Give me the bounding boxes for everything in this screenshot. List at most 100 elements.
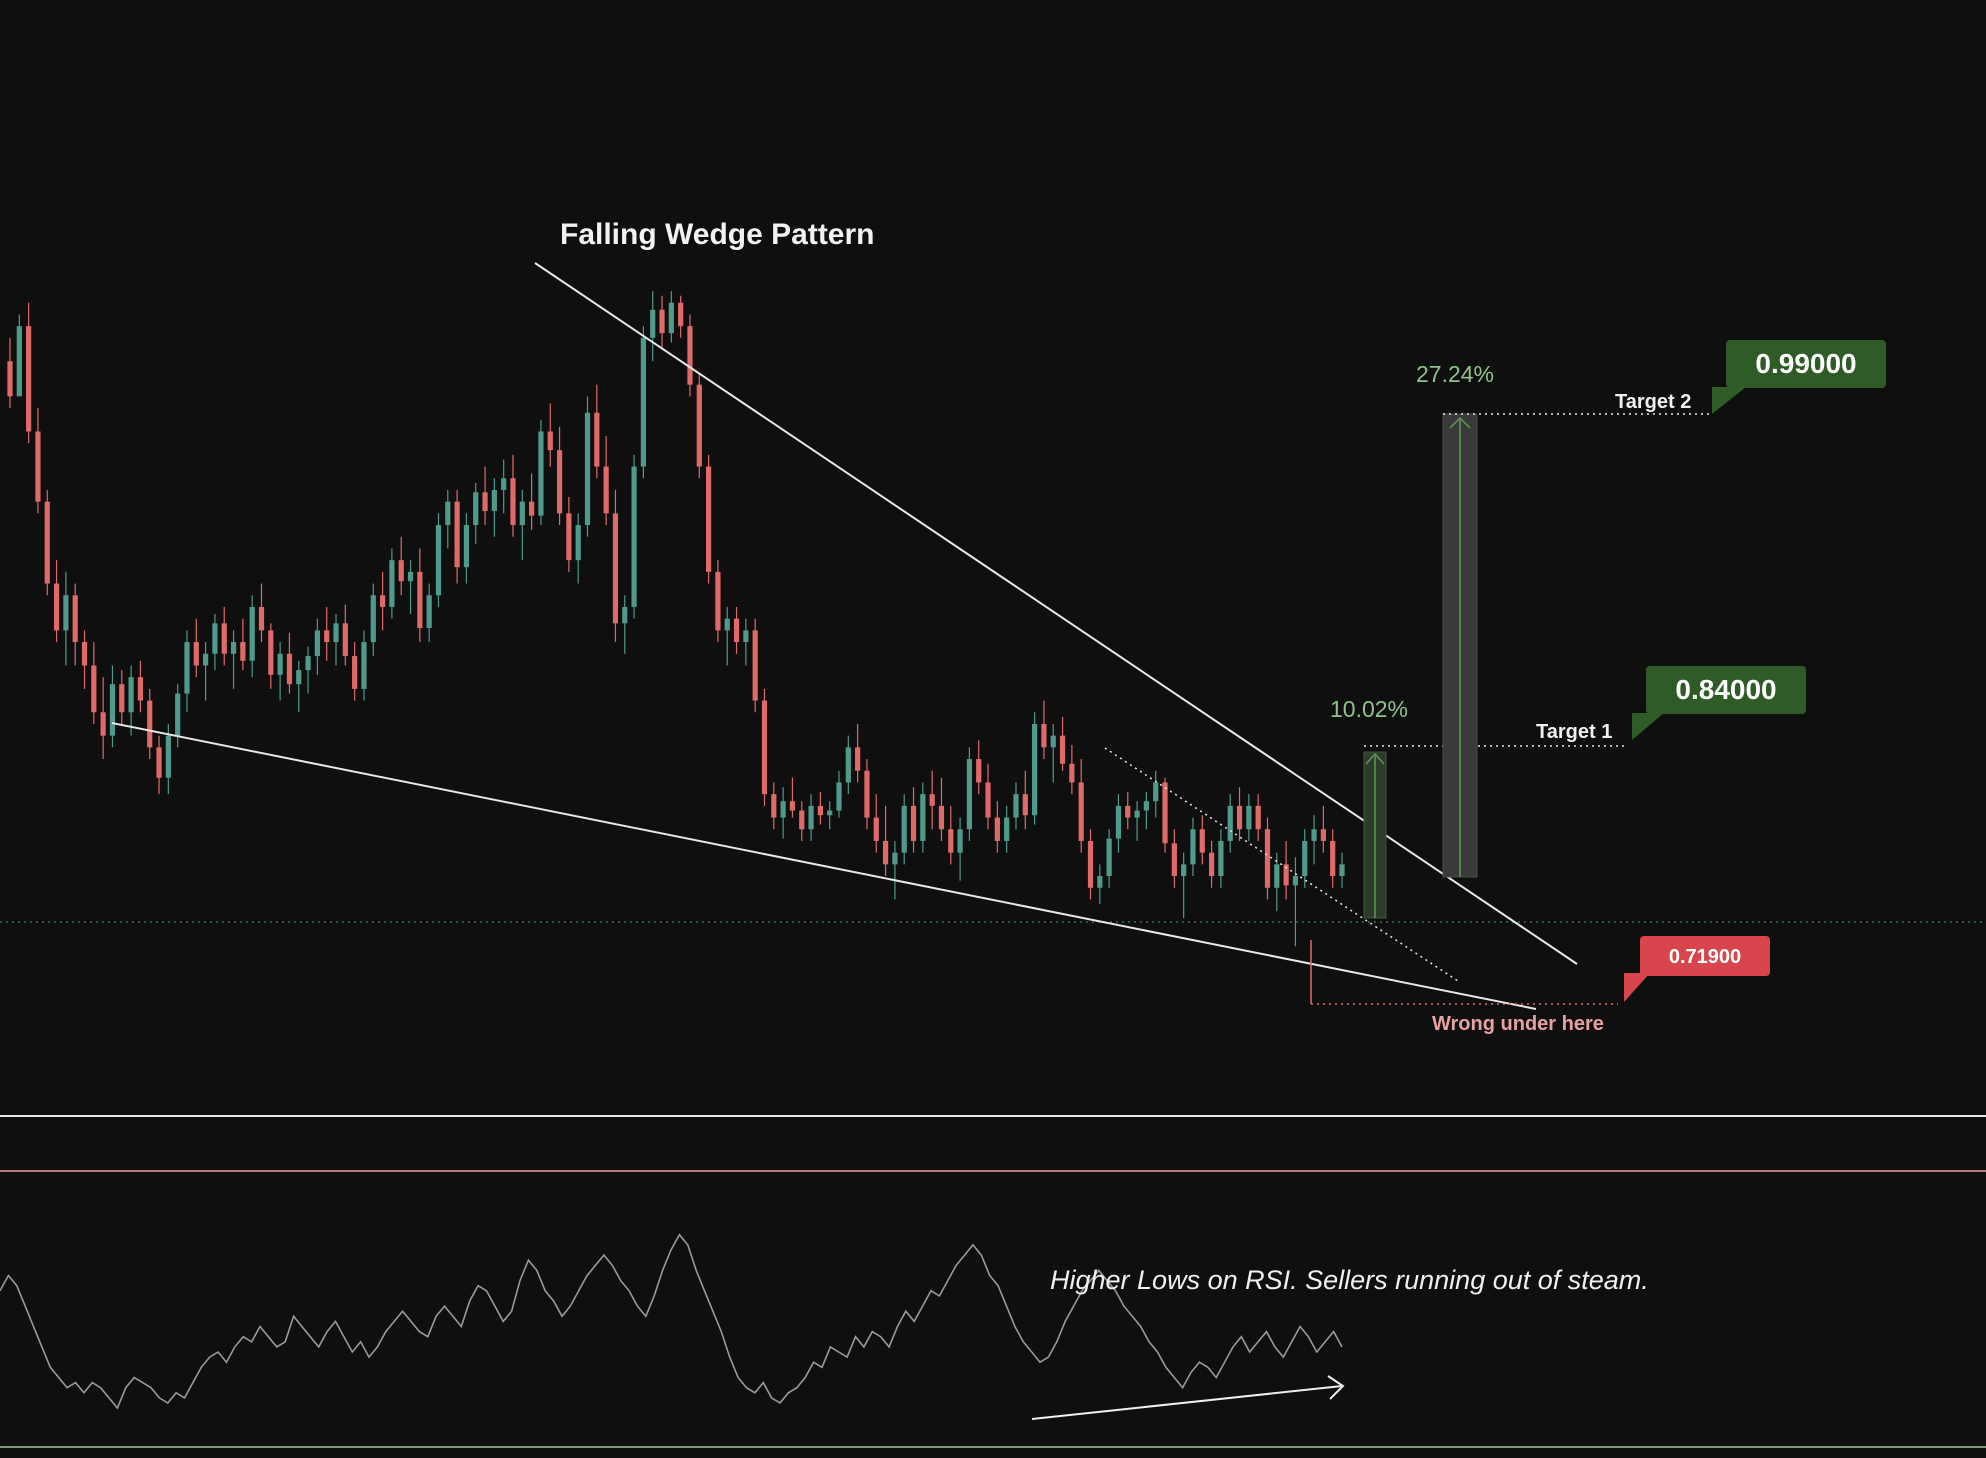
candle-body: [63, 595, 69, 631]
candle-body: [1050, 735, 1056, 748]
candle-body: [715, 571, 721, 631]
inner-dotted-trendline: [1104, 747, 1459, 982]
candle-body: [687, 326, 693, 385]
candle-body: [892, 852, 898, 865]
stop-label: Wrong under here: [1432, 1013, 1604, 1035]
candle-body: [156, 747, 162, 778]
candle-body: [1078, 782, 1084, 841]
candle-body: [1199, 829, 1205, 853]
candle-body: [119, 684, 125, 713]
candles: [7, 291, 1345, 947]
candle-body: [128, 677, 134, 713]
candle-body: [799, 810, 805, 830]
candle-body: [175, 693, 181, 736]
candle-body: [612, 513, 619, 624]
candle-body: [137, 677, 144, 701]
candle-body: [1292, 876, 1299, 886]
candle-body: [929, 794, 935, 806]
candle-body: [1171, 843, 1177, 877]
candle-body: [277, 653, 283, 675]
candle-body: [994, 817, 1000, 841]
rsi-higher-lows-arrow: [1031, 1385, 1343, 1420]
candle-body: [398, 560, 404, 582]
candle-body: [7, 361, 13, 397]
candle-body: [1004, 817, 1010, 841]
candle-body: [771, 794, 777, 818]
candle-body: [706, 466, 712, 572]
candle-body: [1013, 794, 1019, 818]
candle-body: [622, 606, 628, 624]
candle-body: [147, 700, 153, 748]
candle-body: [268, 630, 274, 675]
candle-body: [435, 525, 442, 596]
candle-body: [221, 623, 227, 654]
candle-body: [640, 337, 646, 467]
candle-body: [361, 642, 367, 689]
candle-body: [203, 653, 209, 666]
candle-body: [463, 525, 470, 568]
candle-body: [333, 623, 339, 643]
target2-price: 0.99000: [1755, 348, 1856, 379]
candle-body: [296, 670, 302, 685]
candle-body: [1208, 852, 1215, 877]
candle-body: [100, 712, 106, 736]
candle-body: [678, 302, 684, 327]
candle-body: [789, 801, 796, 811]
candle-body: [1283, 864, 1289, 886]
candle-body: [1069, 763, 1075, 783]
wedge-lower-trendline: [111, 722, 1537, 1010]
candle-body: [1264, 829, 1271, 888]
candle-body: [659, 309, 665, 334]
candle-body: [1339, 864, 1345, 877]
candle-body: [379, 595, 386, 607]
candle-body: [827, 810, 833, 816]
candle-body: [1227, 805, 1233, 841]
candle-body: [752, 630, 758, 701]
candle-body: [305, 656, 311, 671]
candle-body: [1125, 805, 1131, 818]
candle-body: [501, 478, 507, 490]
candle-body: [920, 794, 926, 841]
candle-body: [761, 700, 768, 795]
candle-body: [817, 805, 823, 816]
candle-body: [389, 560, 395, 607]
candle-body: [1153, 782, 1159, 802]
rsi-arrowhead: [1327, 1375, 1345, 1400]
candle-body: [1255, 805, 1261, 830]
candle-body: [901, 805, 907, 853]
candle-body: [538, 431, 544, 516]
target2-arrowhead: [1449, 416, 1471, 429]
candle-body: [836, 782, 842, 811]
candle-body: [1330, 840, 1336, 877]
rsi-line: [0, 1233, 1343, 1410]
candle-body: [650, 309, 656, 338]
candle-body: [352, 656, 358, 689]
candle-body: [426, 595, 432, 629]
candle-body: [519, 501, 525, 526]
candle-body: [1041, 723, 1047, 748]
candle-body: [1218, 840, 1224, 877]
candle-body: [53, 583, 60, 631]
candle-body: [1106, 838, 1112, 877]
candle-body: [808, 805, 814, 830]
candle-body: [1246, 805, 1252, 830]
candle-body: [1134, 810, 1140, 818]
candle-body: [473, 492, 479, 526]
candle-body: [407, 571, 414, 582]
candle-body: [529, 501, 535, 516]
candle-body: [985, 782, 991, 818]
target1-arrowhead: [1365, 752, 1385, 765]
candle-body: [286, 653, 293, 685]
candle-body: [324, 630, 330, 643]
candle-body: [35, 431, 41, 502]
candle-body: [864, 770, 870, 818]
candle-body: [733, 618, 740, 643]
target2-badge: 0.99000: [1712, 340, 1886, 414]
candle-body: [743, 630, 749, 643]
candle-body: [16, 326, 22, 397]
candle-body: [81, 642, 88, 666]
candle-body: [72, 595, 78, 643]
stop-badge: 0.71900: [1624, 936, 1770, 1002]
candle-body: [668, 302, 674, 334]
candle-body: [1022, 794, 1028, 816]
